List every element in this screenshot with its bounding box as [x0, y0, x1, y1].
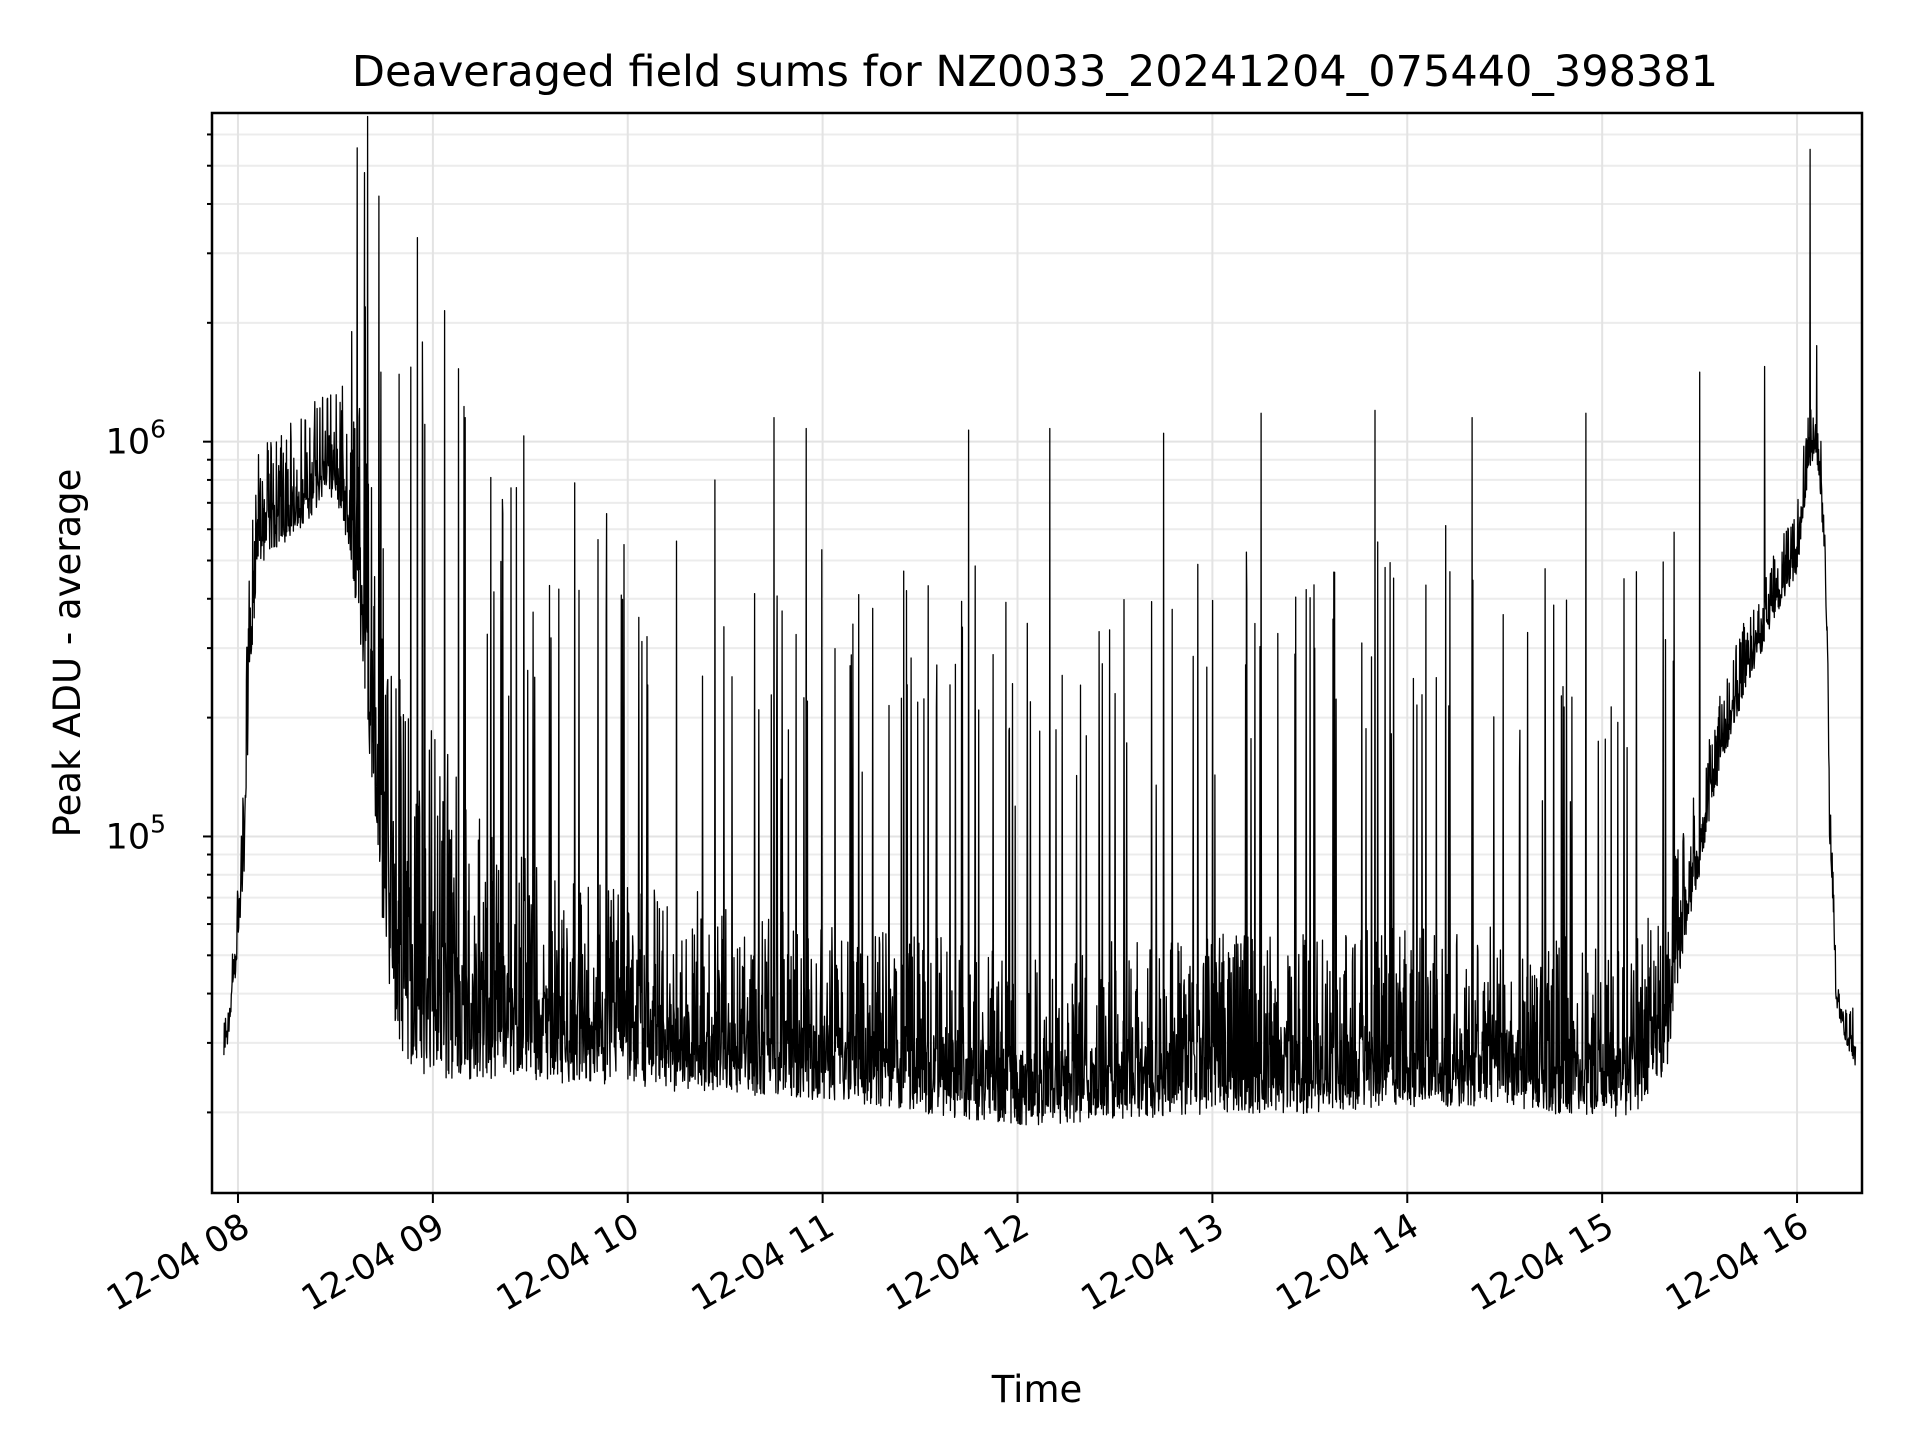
y-tick-label: 106 [106, 415, 166, 463]
x-tick-label: 12-04 15 [1464, 1206, 1620, 1319]
y-axis: 105 106 [106, 133, 212, 1114]
series-path [223, 115, 1857, 1126]
x-tick-label: 12-04 08 [100, 1206, 256, 1319]
x-tick-label: 12-04 12 [880, 1206, 1036, 1319]
plot-frame [210, 111, 1864, 1195]
x-tick-label: 12-04 16 [1659, 1206, 1815, 1319]
x-axis: 12-04 08 12-04 09 12-04 10 12-04 11 12-04 12… [100, 1193, 1816, 1319]
x-tick-label: 12-04 11 [685, 1206, 841, 1319]
x-tick-label: 12-04 10 [490, 1206, 646, 1319]
series-line [223, 115, 1857, 1126]
y-tick-label: 105 [106, 809, 166, 857]
plot-area [210, 111, 1864, 1195]
x-tick-label: 12-04 14 [1269, 1206, 1425, 1319]
y-axis-label: Peak ADU - average [46, 469, 89, 838]
x-tick-label: 12-04 13 [1075, 1206, 1231, 1319]
x-axis-label: Time [991, 1368, 1083, 1411]
x-tick-label: 12-04 09 [295, 1206, 451, 1319]
chart-title: Deaveraged field sums for NZ0033_2024120… [352, 47, 1718, 97]
